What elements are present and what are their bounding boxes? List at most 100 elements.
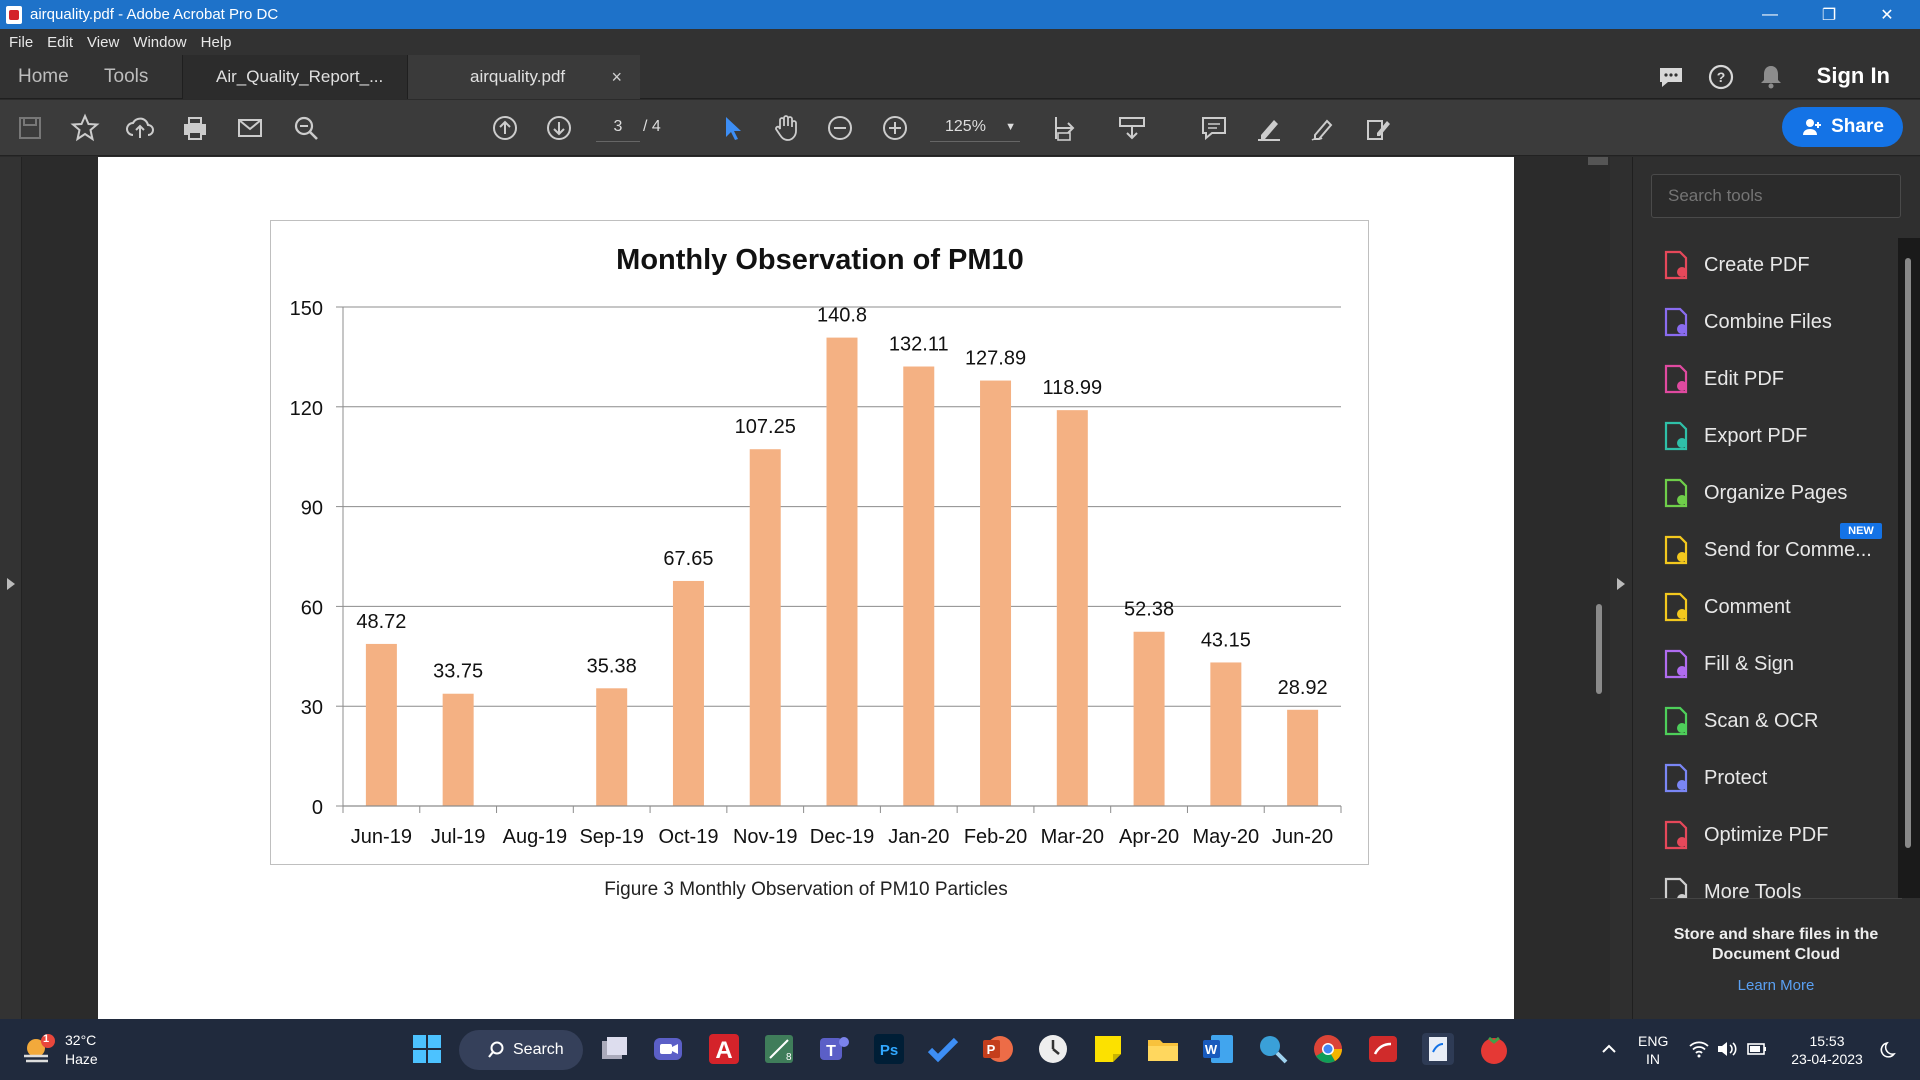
calculator-app-icon[interactable]: 8	[762, 1032, 796, 1066]
organize-pages-icon	[1664, 478, 1688, 508]
x-tick-label: Dec-19	[810, 826, 874, 848]
tab-bar: Home Tools Air_Quality_Report_... airqua…	[0, 55, 1920, 99]
right-pane-toggle[interactable]	[1610, 157, 1632, 1019]
powerpoint-icon[interactable]: P	[981, 1032, 1015, 1066]
document-scroll-thumb[interactable]	[1596, 604, 1602, 694]
hand-icon[interactable]	[766, 100, 806, 156]
tool-combine-files[interactable]: Combine Files	[1660, 302, 1890, 342]
edit-icon[interactable]	[1358, 100, 1398, 156]
search-tools-input[interactable]	[1651, 174, 1901, 218]
y-tick-label: 90	[301, 498, 323, 520]
bookmark-star-icon[interactable]	[65, 100, 105, 156]
menu-help[interactable]: Help	[200, 33, 232, 51]
tool-export-pdf[interactable]: Export PDF	[1660, 416, 1890, 456]
clock[interactable]: 15:53 23-04-2023	[1782, 1032, 1872, 1068]
restore-button[interactable]: ❐	[1821, 6, 1837, 24]
data-label: 140.8	[817, 305, 867, 327]
zoom-in-icon[interactable]	[875, 100, 915, 156]
page-number-input[interactable]: 3	[596, 112, 640, 142]
chevron-up-icon[interactable]	[1600, 1040, 1618, 1058]
chat-icon[interactable]	[1656, 62, 1686, 92]
learn-more-link[interactable]: Learn More	[1737, 977, 1815, 994]
bar	[596, 688, 628, 806]
menu-file[interactable]: File	[9, 33, 34, 51]
optimize-pdf-icon	[1664, 820, 1688, 850]
page-fit-icon[interactable]	[1046, 100, 1086, 156]
acrobat-pro-taskbar-icon[interactable]	[1421, 1032, 1455, 1066]
scroll-mode-icon[interactable]	[1112, 100, 1152, 156]
page-up-icon[interactable]	[485, 100, 525, 156]
chrome-icon[interactable]	[1311, 1032, 1345, 1066]
menu-edit[interactable]: Edit	[47, 33, 74, 51]
notifications-bell-icon[interactable]	[1756, 62, 1786, 92]
bar	[826, 337, 858, 806]
tool-organize-pages[interactable]: Organize Pages	[1660, 473, 1890, 513]
tools-scroll-thumb[interactable]	[1905, 258, 1911, 848]
menu-window[interactable]: Window	[133, 33, 187, 51]
search-zoom-icon[interactable]	[286, 100, 326, 156]
clock-app-icon[interactable]	[1036, 1032, 1070, 1066]
highlight-icon[interactable]	[1249, 100, 1289, 156]
scrollbar-top	[1588, 157, 1608, 165]
volume-icon[interactable]	[1716, 1040, 1738, 1058]
teams-chat-icon[interactable]	[651, 1032, 685, 1066]
minimize-button[interactable]: —	[1762, 5, 1778, 23]
taskbar-search[interactable]: Search	[459, 1030, 583, 1070]
tool-optimize-pdf[interactable]: Optimize PDF	[1660, 815, 1890, 855]
tool-label: Fill & Sign	[1704, 652, 1795, 675]
comment-icon[interactable]	[1194, 100, 1234, 156]
tool-scan-ocr[interactable]: Scan & OCR	[1660, 701, 1890, 741]
sticky-notes-icon[interactable]	[1091, 1032, 1125, 1066]
select-arrow-icon[interactable]	[712, 100, 752, 156]
zoom-level-dropdown[interactable]: 125% ▼	[930, 112, 1020, 142]
tool-fill-sign[interactable]: Fill & Sign	[1660, 644, 1890, 684]
acrobat-taskbar-icon[interactable]: A	[707, 1032, 741, 1066]
upload-cloud-icon[interactable]	[120, 100, 160, 156]
file-explorer-icon[interactable]	[1146, 1032, 1180, 1066]
teams-icon[interactable]: T	[817, 1032, 851, 1066]
data-label: 48.72	[356, 611, 406, 633]
sign-icon[interactable]	[1303, 100, 1343, 156]
todo-icon[interactable]	[926, 1032, 960, 1066]
tab-air-quality-report[interactable]: Air_Quality_Report_...	[182, 55, 408, 99]
page-down-icon[interactable]	[539, 100, 579, 156]
tool-protect[interactable]: Protect	[1660, 758, 1890, 798]
tool-comment-tool[interactable]: Comment	[1660, 587, 1890, 627]
zoom-out-icon[interactable]	[820, 100, 860, 156]
tab-airquality[interactable]: airquality.pdf ×	[408, 55, 640, 99]
tomato-app-icon[interactable]	[1477, 1032, 1511, 1066]
weather-widget[interactable]: 1 32°C Haze	[22, 1030, 142, 1070]
share-button[interactable]: Share	[1782, 107, 1903, 147]
windows-start-icon[interactable]	[410, 1032, 444, 1066]
home-nav[interactable]: Home	[18, 66, 69, 87]
help-icon[interactable]: ?	[1706, 62, 1736, 92]
left-pane-toggle[interactable]	[0, 157, 22, 1019]
tab-close-icon[interactable]: ×	[611, 66, 622, 87]
magnifier-app-icon[interactable]	[1256, 1032, 1290, 1066]
email-icon[interactable]	[230, 100, 270, 156]
task-view-icon[interactable]	[598, 1032, 632, 1066]
x-tick-label: Nov-19	[733, 826, 797, 848]
date: 23-04-2023	[1791, 1051, 1863, 1067]
pdf-reader-icon[interactable]	[1366, 1032, 1400, 1066]
focus-moon-icon[interactable]	[1880, 1040, 1900, 1060]
tool-send-for-comment[interactable]: Send for Comme...	[1660, 530, 1890, 570]
x-tick-label: May-20	[1192, 826, 1259, 848]
print-icon[interactable]	[175, 100, 215, 156]
close-window-button[interactable]: ✕	[1880, 6, 1894, 24]
save-icon[interactable]	[10, 100, 50, 156]
document-scrollbar[interactable]	[1590, 157, 1610, 1019]
language-indicator[interactable]: ENG IN	[1638, 1032, 1668, 1068]
wifi-icon[interactable]	[1688, 1040, 1710, 1058]
battery-icon[interactable]	[1746, 1040, 1768, 1058]
menu-view[interactable]: View	[87, 33, 120, 51]
y-tick-label: 60	[301, 597, 323, 619]
cloud-text: Store and share files in the Document Cl…	[1673, 926, 1879, 963]
data-label: 52.38	[1124, 599, 1174, 621]
tools-nav[interactable]: Tools	[104, 66, 149, 87]
tool-create-pdf[interactable]: Create PDF	[1660, 245, 1890, 285]
sign-in-link[interactable]: Sign In	[1816, 63, 1890, 88]
word-icon[interactable]: W	[1201, 1032, 1235, 1066]
photoshop-icon[interactable]: Ps	[872, 1032, 906, 1066]
tool-edit-pdf[interactable]: Edit PDF	[1660, 359, 1890, 399]
